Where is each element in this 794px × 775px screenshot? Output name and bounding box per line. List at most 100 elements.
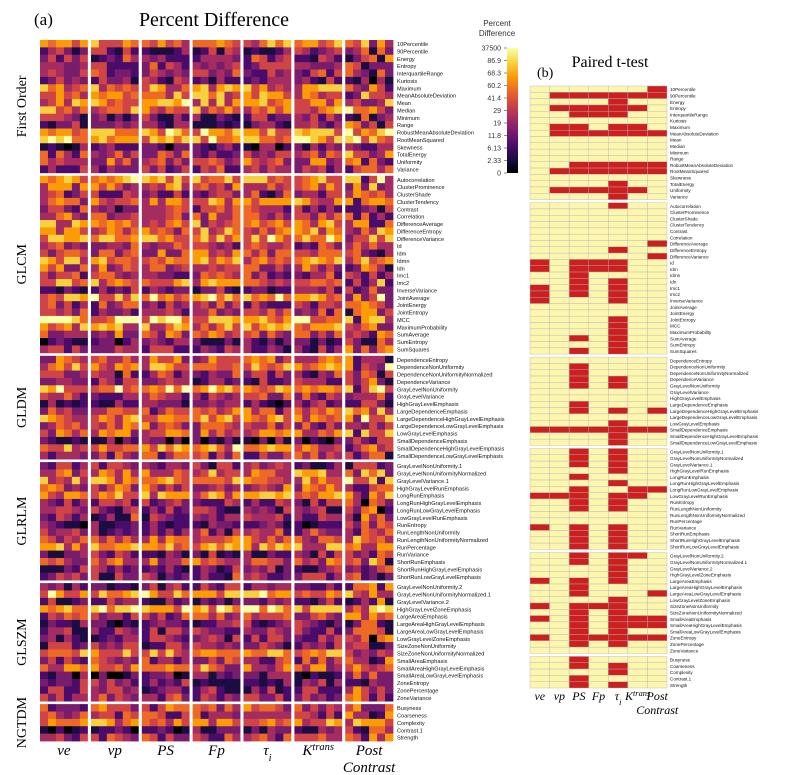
heatmap-cell	[40, 47, 49, 56]
ttest-cell	[549, 180, 570, 188]
ttest-cell	[568, 473, 589, 481]
heatmap-cell	[208, 323, 217, 332]
heatmap-cell	[200, 205, 209, 214]
ttest-cell	[647, 180, 668, 188]
heatmap-cell	[149, 513, 159, 522]
heatmap-cell	[326, 345, 335, 354]
heatmap-cell	[259, 407, 268, 416]
heatmap-cell	[98, 234, 108, 243]
heatmap-cell	[251, 197, 260, 206]
heatmap-cell	[114, 612, 124, 621]
heatmap-cell	[200, 550, 209, 559]
ttest-cell	[647, 155, 668, 162]
heatmap-cell	[275, 338, 284, 346]
heatmap-cell	[114, 175, 124, 184]
heatmap-cell	[216, 190, 225, 199]
heatmap-cell	[157, 338, 167, 346]
heatmap-cell	[251, 498, 260, 507]
heatmap-cell	[283, 323, 292, 332]
heatmap-cell	[47, 649, 57, 658]
heatmap-cell	[173, 528, 182, 537]
heatmap-cell	[216, 590, 225, 599]
ttest-cell	[627, 388, 648, 396]
heatmap-cell	[232, 212, 241, 221]
heatmap-cell	[157, 293, 167, 302]
heatmap-cell	[47, 190, 57, 199]
heatmap-cell	[361, 726, 370, 735]
heatmap-cell	[141, 686, 151, 695]
heatmap-cell	[294, 301, 303, 309]
heatmap-cell	[165, 47, 175, 56]
ttest-cell	[627, 334, 648, 342]
ttest-cell	[529, 596, 550, 604]
heatmap-cell	[310, 612, 319, 621]
heatmap-cell	[326, 242, 335, 250]
heatmap-cell	[122, 345, 132, 354]
ttest-cell	[608, 524, 629, 531]
heatmap-cell	[55, 414, 65, 423]
heatmap-cell	[47, 528, 57, 537]
ttest-cell	[568, 92, 589, 99]
heatmap-cell	[55, 355, 65, 364]
heatmap-cell	[98, 363, 108, 371]
ttest-cell	[568, 278, 589, 285]
heatmap-cell	[310, 150, 319, 159]
heatmap-cell	[310, 476, 319, 485]
heatmap-cell	[40, 400, 49, 408]
heatmap-cell	[361, 113, 370, 122]
heatmap-cell	[192, 220, 201, 228]
ttest-cell	[647, 681, 668, 689]
heatmap-cell	[181, 62, 190, 70]
heatmap-cell	[251, 323, 260, 332]
heatmap-cell	[259, 363, 268, 371]
heatmap-cell	[318, 686, 327, 695]
ttest-cell	[568, 271, 589, 279]
heatmap-cell	[283, 484, 292, 492]
heatmap-cell	[130, 513, 140, 522]
ttest-cell	[568, 583, 589, 591]
heatmap-cell	[216, 543, 225, 551]
heatmap-cell	[122, 377, 132, 386]
ttest-cell	[647, 252, 668, 260]
heatmap-cell	[181, 711, 190, 720]
heatmap-cell	[232, 605, 241, 614]
heatmap-cell	[310, 205, 319, 214]
heatmap-cell	[377, 91, 386, 100]
feature-label: ShortRunLowGrayLevelEmphasis	[670, 544, 740, 549]
heatmap-cell	[79, 165, 89, 174]
ttest-cell	[588, 473, 609, 481]
heatmap-cell	[377, 385, 386, 394]
heatmap-cell	[122, 711, 132, 720]
ttest-cell	[627, 155, 648, 162]
heatmap-cell	[173, 491, 182, 500]
heatmap-cell	[165, 84, 175, 93]
ttest-cell	[549, 609, 570, 616]
heatmap-cell	[345, 704, 354, 712]
ttest-cell	[549, 259, 570, 266]
heatmap-cell	[200, 165, 209, 174]
heatmap-cell	[130, 686, 140, 695]
heatmap-cell	[71, 355, 81, 364]
heatmap-cell	[40, 678, 49, 687]
heatmap-cell	[377, 583, 386, 591]
heatmap-cell	[377, 392, 386, 401]
heatmap-cell	[345, 605, 354, 614]
heatmap-cell	[63, 693, 73, 702]
heatmap-cell	[122, 462, 132, 470]
ttest-cell	[627, 174, 648, 181]
heatmap-cell	[310, 370, 319, 379]
heatmap-cell	[122, 718, 132, 727]
heatmap-cell	[243, 135, 252, 144]
group-label: GLCM	[15, 244, 30, 285]
feature-label: Imc1	[670, 286, 680, 291]
heatmap-cell	[55, 451, 65, 460]
ttest-cell	[529, 634, 550, 642]
heatmap-cell	[157, 279, 167, 287]
ttest-cell	[529, 278, 550, 285]
heatmap-cell	[302, 197, 311, 206]
feature-label: ZonePercentage	[670, 642, 704, 647]
heatmap-cell	[181, 205, 190, 214]
heatmap-cell	[267, 491, 276, 500]
heatmap-cell	[130, 128, 140, 137]
heatmap-cell	[369, 513, 378, 522]
